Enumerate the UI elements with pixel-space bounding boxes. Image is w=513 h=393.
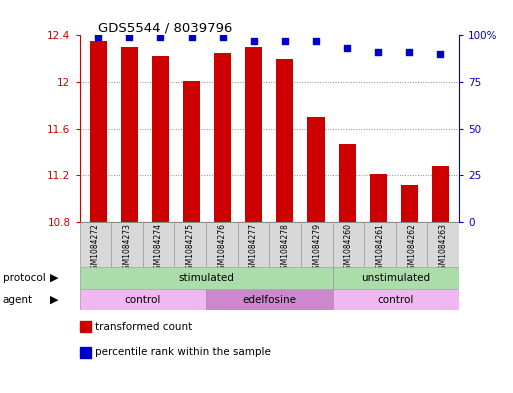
Point bbox=[312, 38, 320, 44]
Text: GSM1084279: GSM1084279 bbox=[312, 223, 321, 274]
Bar bbox=[370, 174, 387, 222]
Bar bbox=[432, 166, 449, 222]
Point bbox=[219, 34, 227, 40]
Bar bbox=[396, 222, 427, 267]
Bar bbox=[80, 267, 332, 289]
Bar bbox=[301, 222, 332, 267]
Point bbox=[156, 34, 165, 40]
Bar bbox=[111, 222, 143, 267]
Point bbox=[374, 49, 382, 55]
Text: stimulated: stimulated bbox=[178, 273, 234, 283]
Bar bbox=[80, 222, 111, 267]
Text: control: control bbox=[378, 295, 414, 305]
Text: GSM1084263: GSM1084263 bbox=[439, 223, 448, 274]
Bar bbox=[332, 289, 459, 310]
Text: protocol: protocol bbox=[3, 273, 45, 283]
Text: ▶: ▶ bbox=[50, 295, 58, 305]
Point bbox=[405, 49, 413, 55]
Text: unstimulated: unstimulated bbox=[361, 273, 430, 283]
Point bbox=[437, 51, 445, 57]
Bar bbox=[339, 144, 356, 222]
Text: GSM1084277: GSM1084277 bbox=[249, 223, 258, 274]
Bar bbox=[183, 81, 200, 222]
Text: edelfosine: edelfosine bbox=[242, 295, 297, 305]
Text: GSM1084261: GSM1084261 bbox=[376, 223, 385, 274]
Text: transformed count: transformed count bbox=[95, 321, 192, 332]
Text: GSM1084274: GSM1084274 bbox=[154, 223, 163, 274]
Point bbox=[187, 34, 195, 40]
Bar bbox=[332, 222, 364, 267]
Bar bbox=[245, 47, 262, 222]
Bar bbox=[307, 117, 325, 222]
Bar bbox=[121, 47, 138, 222]
Text: GSM1084275: GSM1084275 bbox=[186, 223, 195, 274]
Text: ▶: ▶ bbox=[50, 273, 58, 283]
Point bbox=[250, 38, 258, 44]
Point bbox=[125, 34, 133, 40]
Bar bbox=[143, 222, 174, 267]
Text: control: control bbox=[125, 295, 161, 305]
Bar bbox=[277, 59, 293, 222]
Point bbox=[343, 45, 351, 51]
Text: percentile rank within the sample: percentile rank within the sample bbox=[95, 347, 271, 357]
Bar bbox=[401, 185, 418, 222]
Bar bbox=[214, 53, 231, 222]
Bar bbox=[238, 222, 269, 267]
Text: GSM1084262: GSM1084262 bbox=[407, 223, 416, 274]
Text: agent: agent bbox=[3, 295, 33, 305]
Bar bbox=[90, 41, 107, 222]
Bar bbox=[206, 289, 332, 310]
Bar bbox=[152, 56, 169, 222]
Text: GDS5544 / 8039796: GDS5544 / 8039796 bbox=[98, 21, 233, 34]
Bar bbox=[174, 222, 206, 267]
Bar bbox=[427, 222, 459, 267]
Bar bbox=[269, 222, 301, 267]
Text: GSM1084276: GSM1084276 bbox=[218, 223, 226, 274]
Bar bbox=[206, 222, 238, 267]
Text: GSM1084272: GSM1084272 bbox=[91, 223, 100, 274]
Bar bbox=[332, 267, 459, 289]
Text: GSM1084260: GSM1084260 bbox=[344, 223, 353, 274]
Text: GSM1084278: GSM1084278 bbox=[281, 223, 290, 274]
Bar bbox=[80, 289, 206, 310]
Text: GSM1084273: GSM1084273 bbox=[123, 223, 131, 274]
Point bbox=[281, 38, 289, 44]
Bar bbox=[364, 222, 396, 267]
Point bbox=[94, 34, 102, 40]
